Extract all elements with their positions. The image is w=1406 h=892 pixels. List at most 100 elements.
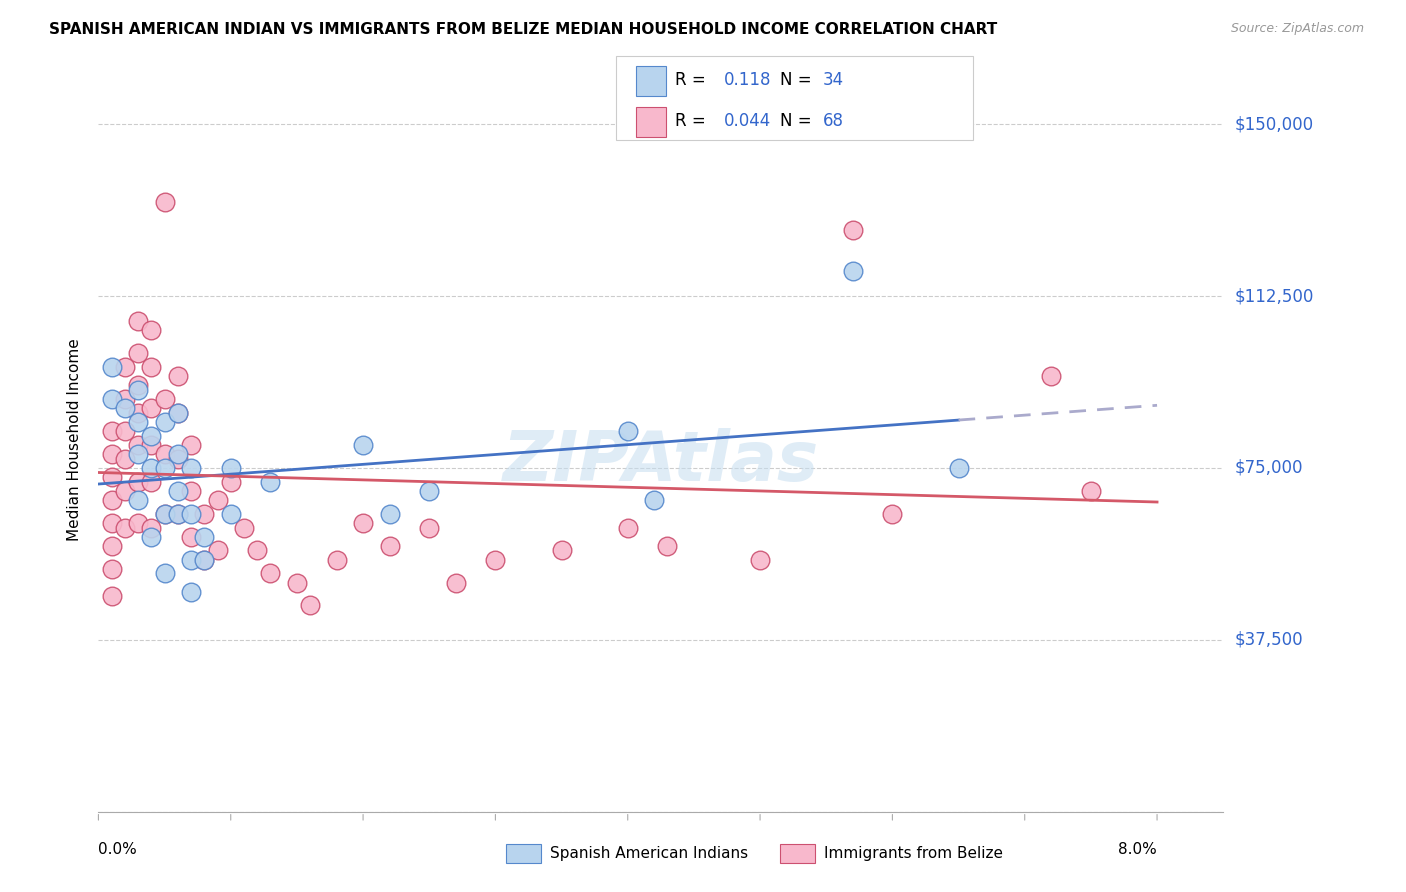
Point bbox=[127, 447, 149, 461]
Point bbox=[259, 475, 281, 489]
Point bbox=[127, 346, 149, 360]
Point bbox=[153, 507, 176, 521]
Point bbox=[193, 552, 215, 566]
Text: 0.0%: 0.0% bbox=[98, 841, 138, 856]
Point bbox=[325, 552, 347, 566]
Point bbox=[616, 425, 638, 439]
Point bbox=[616, 520, 638, 534]
Text: R =: R = bbox=[675, 70, 711, 88]
Text: ZIPAtlas: ZIPAtlas bbox=[503, 428, 818, 495]
Point bbox=[180, 530, 202, 544]
Point bbox=[141, 461, 163, 475]
Point bbox=[550, 543, 572, 558]
Point bbox=[1040, 369, 1063, 384]
Point bbox=[484, 552, 506, 566]
Point bbox=[285, 575, 308, 590]
Point bbox=[114, 451, 136, 466]
Point bbox=[114, 483, 136, 498]
Point bbox=[153, 392, 176, 407]
Point bbox=[100, 589, 122, 603]
Text: 0.044: 0.044 bbox=[724, 112, 772, 129]
Point bbox=[141, 520, 163, 534]
Point bbox=[207, 493, 229, 508]
Point bbox=[127, 475, 149, 489]
Text: N =: N = bbox=[780, 112, 817, 129]
Point bbox=[378, 539, 401, 553]
Point bbox=[352, 516, 374, 530]
Point bbox=[444, 575, 467, 590]
Point bbox=[127, 415, 149, 429]
Point bbox=[141, 438, 163, 452]
Point bbox=[166, 507, 188, 521]
Point bbox=[153, 447, 176, 461]
Point bbox=[141, 429, 163, 443]
Point bbox=[193, 507, 215, 521]
Point bbox=[141, 530, 163, 544]
Point bbox=[207, 543, 229, 558]
Point bbox=[100, 493, 122, 508]
Text: N =: N = bbox=[780, 70, 817, 88]
Point bbox=[299, 599, 322, 613]
Point bbox=[378, 507, 401, 521]
Point bbox=[166, 451, 188, 466]
Point bbox=[233, 520, 256, 534]
Point bbox=[180, 438, 202, 452]
Point bbox=[352, 438, 374, 452]
Point bbox=[166, 447, 188, 461]
Point bbox=[153, 566, 176, 581]
Point bbox=[127, 378, 149, 392]
Point bbox=[219, 475, 242, 489]
Point bbox=[153, 507, 176, 521]
Point bbox=[180, 584, 202, 599]
Point bbox=[100, 470, 122, 484]
Point bbox=[114, 425, 136, 439]
Point bbox=[643, 493, 665, 508]
Point bbox=[153, 415, 176, 429]
Text: Spanish American Indians: Spanish American Indians bbox=[550, 847, 748, 861]
Point bbox=[882, 507, 904, 521]
Point bbox=[114, 520, 136, 534]
Point bbox=[100, 392, 122, 407]
Point bbox=[166, 507, 188, 521]
Text: 68: 68 bbox=[823, 112, 844, 129]
Point bbox=[100, 425, 122, 439]
Point bbox=[100, 360, 122, 375]
Y-axis label: Median Household Income: Median Household Income bbox=[67, 338, 83, 541]
Point bbox=[180, 483, 202, 498]
Point bbox=[153, 195, 176, 210]
Text: $150,000: $150,000 bbox=[1234, 115, 1313, 133]
Text: Source: ZipAtlas.com: Source: ZipAtlas.com bbox=[1230, 22, 1364, 36]
Point bbox=[219, 461, 242, 475]
Point bbox=[127, 314, 149, 328]
Text: 8.0%: 8.0% bbox=[1118, 841, 1157, 856]
Point bbox=[193, 530, 215, 544]
Point bbox=[100, 539, 122, 553]
Point bbox=[180, 552, 202, 566]
Point bbox=[100, 516, 122, 530]
Point bbox=[127, 438, 149, 452]
Text: Immigrants from Belize: Immigrants from Belize bbox=[824, 847, 1002, 861]
Point bbox=[749, 552, 772, 566]
Point bbox=[948, 461, 970, 475]
Point bbox=[114, 360, 136, 375]
Point bbox=[153, 461, 176, 475]
Text: 0.118: 0.118 bbox=[724, 70, 772, 88]
Point bbox=[127, 406, 149, 420]
Point bbox=[657, 539, 679, 553]
Point bbox=[127, 383, 149, 397]
Point bbox=[1080, 483, 1102, 498]
Point bbox=[841, 222, 863, 236]
Point bbox=[418, 483, 440, 498]
Point bbox=[114, 392, 136, 407]
Point bbox=[141, 323, 163, 337]
Text: $75,000: $75,000 bbox=[1234, 459, 1303, 477]
Text: $37,500: $37,500 bbox=[1234, 631, 1303, 648]
Point bbox=[141, 401, 163, 416]
Point bbox=[166, 406, 188, 420]
Point bbox=[166, 369, 188, 384]
Point bbox=[219, 507, 242, 521]
Text: R =: R = bbox=[675, 112, 711, 129]
Point bbox=[127, 516, 149, 530]
Point bbox=[246, 543, 269, 558]
Point bbox=[259, 566, 281, 581]
